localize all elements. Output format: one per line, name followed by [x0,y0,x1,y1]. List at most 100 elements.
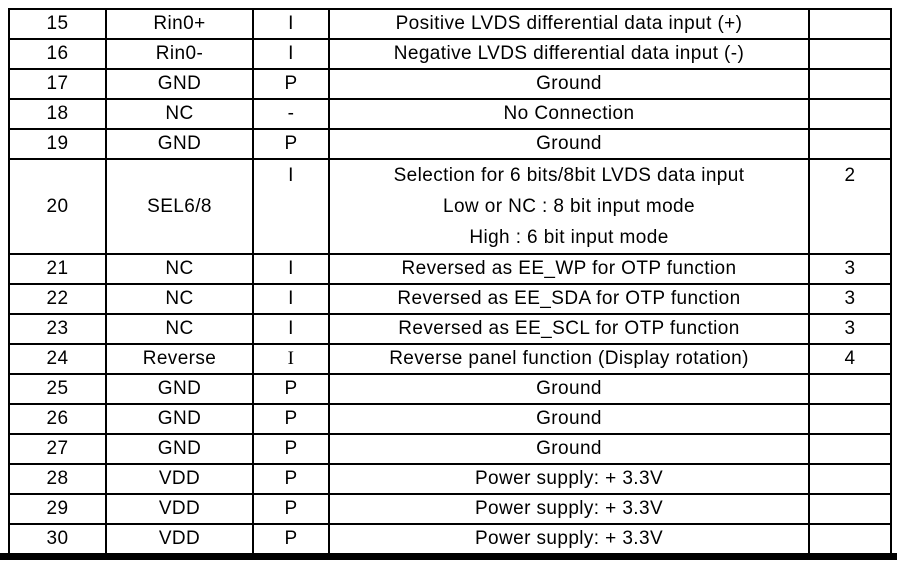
pin-number-cell: 30 [8,523,107,555]
io-type-cell: P [252,373,330,405]
table-row-pin-20: 20 SEL6/8 I Selection for 6 bits/8bit LV… [8,158,892,255]
symbol-cell: VDD [105,463,254,495]
note-cell [808,128,892,160]
symbol-cell: NC [105,313,254,345]
note-cell: 3 [808,253,892,285]
symbol-cell: Rin0- [105,38,254,70]
table-row-pin-19: 19 GND P Ground [8,128,892,160]
io-type-cell: P [252,463,330,495]
pin-number-cell: 25 [8,373,107,405]
pin-number-cell: 19 [8,128,107,160]
description-cell: Reverse panel function (Display rotation… [328,343,810,375]
table-row-pin-15: 15 Rin0+ I Positive LVDS differential da… [8,8,892,40]
description-cell: Reversed as EE_SDA for OTP function [328,283,810,315]
table-row-pin-28: 28 VDD P Power supply: + 3.3V [8,463,892,495]
note-cell: 3 [808,313,892,345]
note-cell [808,373,892,405]
note-cell: 4 [808,343,892,375]
symbol-cell: GND [105,128,254,160]
description-cell: Ground [328,128,810,160]
note-cell [808,403,892,435]
symbol-cell: NC [105,283,254,315]
io-type-cell: I [252,313,330,345]
table-row-pin-30: 30 VDD P Power supply: + 3.3V [8,523,892,555]
table-row-pin-23: 23 NC I Reversed as EE_SCL for OTP funct… [8,313,892,345]
description-line: Selection for 6 bits/8bit LVDS data inpu… [393,165,745,186]
pin-number-cell: 27 [8,433,107,465]
io-type-cell: I [252,343,330,375]
table-row-pin-18: 18 NC - No Connection [8,98,892,130]
description-cell: Ground [328,68,810,100]
description-cell: Positive LVDS differential data input (+… [328,8,810,40]
table-row-pin-29: 29 VDD P Power supply: + 3.3V [8,493,892,525]
description-cell: Ground [328,433,810,465]
pin-number-cell: 16 [8,38,107,70]
description-cell: No Connection [328,98,810,130]
description-cell: Power supply: + 3.3V [328,493,810,525]
note-cell [808,8,892,40]
symbol-cell: GND [105,68,254,100]
symbol-cell: NC [105,253,254,285]
io-type-cell: P [252,68,330,100]
note-cell [808,38,892,70]
table-row-pin-24: 24 Reverse I Reverse panel function (Dis… [8,343,892,375]
table-row-pin-26: 26 GND P Ground [8,403,892,435]
io-type-cell: P [252,403,330,435]
note-cell [808,523,892,555]
symbol-cell: Reverse [105,343,254,375]
symbol-cell: Rin0+ [105,8,254,40]
io-type-cell: P [252,493,330,525]
symbol-cell: GND [105,403,254,435]
pin-number-cell: 28 [8,463,107,495]
description-cell: Ground [328,373,810,405]
note-cell [808,98,892,130]
io-type-cell: I [252,253,330,285]
pin-number-cell: 23 [8,313,107,345]
table-bottom-border [0,553,897,560]
description-cell: Reversed as EE_SCL for OTP function [328,313,810,345]
io-type-cell: P [252,523,330,555]
io-type-cell: P [252,128,330,160]
description-cell: Power supply: + 3.3V [328,523,810,555]
table-row-pin-16: 16 Rin0- I Negative LVDS differential da… [8,38,892,70]
pin-number-cell: 22 [8,283,107,315]
pin-number-cell: 20 [8,158,107,255]
io-type-cell: P [252,433,330,465]
io-type-cell: I [252,38,330,70]
description-cell: Reversed as EE_WP for OTP function [328,253,810,285]
pin-assignment-table: 15 Rin0+ I Positive LVDS differential da… [8,8,892,555]
note-cell [808,433,892,465]
pin-number-cell: 26 [8,403,107,435]
table-row-pin-21: 21 NC I Reversed as EE_WP for OTP functi… [8,253,892,285]
description-cell: Ground [328,403,810,435]
table-row-pin-17: 17 GND P Ground [8,68,892,100]
note-cell [808,68,892,100]
note-cell: 2 [808,158,892,255]
note-cell [808,493,892,525]
description-line: Low or NC : 8 bit input mode [443,196,695,217]
table-row-pin-25: 25 GND P Ground [8,373,892,405]
io-type-cell: I [252,158,330,255]
io-type-cell: - [252,98,330,130]
symbol-cell: SEL6/8 [105,158,254,255]
io-type-cell: I [252,283,330,315]
note-cell [808,463,892,495]
symbol-cell: GND [105,373,254,405]
pin-number-cell: 17 [8,68,107,100]
pin-number-cell: 24 [8,343,107,375]
pin-number-cell: 21 [8,253,107,285]
description-line: High : 6 bit input mode [469,227,669,248]
description-cell: Selection for 6 bits/8bit LVDS data inpu… [328,158,810,255]
table-row-pin-27: 27 GND P Ground [8,433,892,465]
table-row-pin-22: 22 NC I Reversed as EE_SDA for OTP funct… [8,283,892,315]
description-cell: Power supply: + 3.3V [328,463,810,495]
pin-number-cell: 29 [8,493,107,525]
symbol-cell: GND [105,433,254,465]
symbol-cell: VDD [105,493,254,525]
description-cell: Negative LVDS differential data input (-… [328,38,810,70]
symbol-cell: NC [105,98,254,130]
symbol-cell: VDD [105,523,254,555]
pin-number-cell: 15 [8,8,107,40]
note-cell: 3 [808,283,892,315]
